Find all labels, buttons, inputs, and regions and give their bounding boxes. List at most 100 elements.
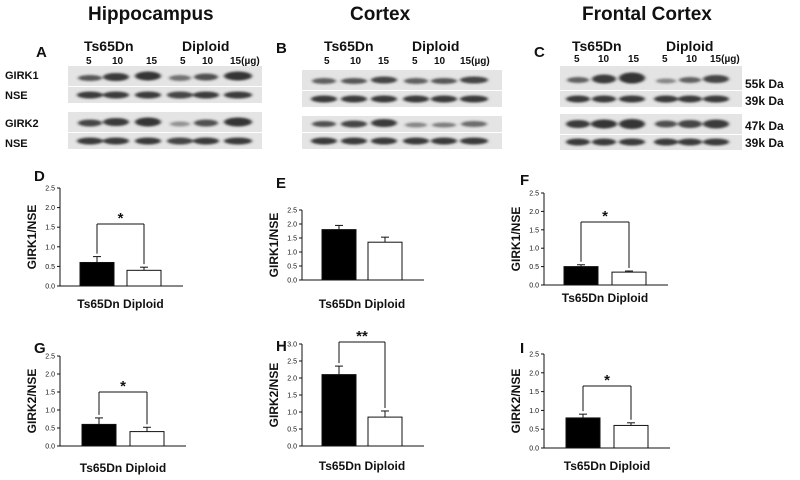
- y-tick-label: 1.5: [287, 236, 297, 243]
- bar-chart-d: 0.0 0.5 1.0 1.5 2.0 2.5 * GIRK1/NSE Ts65Dn Diplo…: [25, 186, 183, 311]
- group-label-diploid-c: Diploid: [666, 38, 714, 54]
- y-axis-label: GIRK1/NSE: [25, 205, 39, 270]
- bar-ts65dn: [79, 261, 115, 287]
- significance-marker: *: [604, 372, 610, 389]
- group-label-ts65dn-c: Ts65Dn: [572, 38, 622, 54]
- y-tick-label: 1.5: [287, 393, 297, 400]
- x-axis-label: Ts65Dn Diploid: [80, 461, 166, 475]
- x-axis-label: Ts65Dn Diploid: [564, 459, 650, 473]
- y-tick-label: 1.5: [45, 390, 55, 397]
- mw-label: 39k Da: [745, 136, 784, 150]
- y-tick-label: 2.5: [529, 191, 539, 198]
- lane-label: 15(µg): [710, 54, 740, 65]
- y-tick-label: 0.0: [45, 444, 55, 451]
- y-tick-label: 0.5: [287, 264, 297, 271]
- significance-marker: *: [118, 210, 124, 227]
- lane-label: 10: [686, 54, 698, 65]
- lane-label: 10: [202, 56, 214, 67]
- lane-label: 10: [434, 56, 446, 67]
- y-axis-label: GIRK2/NSE: [25, 369, 39, 434]
- lane-label: 5: [662, 54, 668, 65]
- y-tick-label: 0.5: [287, 427, 297, 434]
- panel-letter-i: I: [520, 340, 525, 357]
- group-label-ts65dn-a: Ts65Dn: [84, 38, 134, 54]
- bar-diploid: [611, 271, 647, 286]
- panel-letter-g: G: [34, 340, 46, 357]
- y-tick-label: 2.5: [45, 354, 55, 361]
- row-label-girk2: GIRK2: [5, 118, 39, 130]
- y-tick-label: 2.5: [45, 186, 55, 193]
- y-tick-label: 2.0: [287, 376, 297, 383]
- y-tick-label: 1.0: [45, 408, 55, 415]
- bar-ts65dn: [563, 266, 599, 286]
- y-tick-label: 3.0: [287, 342, 297, 349]
- lane-label: 15: [628, 54, 640, 65]
- bar-diploid: [613, 424, 649, 449]
- y-tick-label: 2.0: [529, 370, 539, 377]
- significance-marker: *: [120, 378, 126, 395]
- lane-label: 5: [86, 56, 92, 67]
- bar-ts65dn: [321, 374, 357, 447]
- panel-letter-a: A: [36, 44, 47, 61]
- panel-letter-c: C: [534, 44, 545, 61]
- x-axis-label: Ts65Dn Diploid: [319, 459, 405, 473]
- western-blot-frontal-cortex: [560, 66, 742, 150]
- bar-chart-g: 0.0 0.5 1.0 1.5 2.0 2.5 * GIRK2/NSE Ts65Dn Diplo…: [25, 354, 186, 475]
- panel-letter-b: B: [276, 40, 287, 57]
- region-title-cortex: Cortex: [350, 4, 411, 25]
- y-tick-label: 0.0: [529, 446, 539, 453]
- y-axis-label: GIRK1/NSE: [509, 207, 523, 272]
- y-tick-label: 0.0: [287, 444, 297, 451]
- panel-letter-f: F: [520, 172, 530, 189]
- bar-chart-e: 0.0 0.5 1.0 1.5 2.0 2.5 GIRK1/NSE Ts65Dn Diploi…: [267, 208, 424, 311]
- y-axis-label: GIRK2/NSE: [509, 369, 523, 434]
- bar-ts65dn: [81, 423, 117, 447]
- y-tick-label: 0.0: [45, 284, 55, 291]
- panel-letter-h: H: [276, 338, 287, 355]
- mw-label: 39k Da: [745, 94, 784, 108]
- lane-label: 5: [324, 56, 330, 67]
- lane-label: 15(µg): [460, 56, 490, 67]
- bar-chart-i: 0.0 0.5 1.0 1.5 2.0 2.5 * GIRK2/NSE Ts65Dn Diplo…: [509, 352, 670, 473]
- y-tick-label: 0.5: [529, 264, 539, 271]
- lane-label: 15: [146, 56, 158, 67]
- mw-label: 55k Da: [745, 77, 784, 91]
- lane-label: 10: [598, 54, 610, 65]
- panel-letter-e: E: [276, 175, 287, 192]
- lane-label: 10: [112, 56, 124, 67]
- y-tick-label: 0.0: [529, 283, 539, 290]
- lane-label: 15: [378, 56, 390, 67]
- y-tick-label: 1.5: [529, 227, 539, 234]
- bar-diploid: [129, 431, 165, 447]
- bar-ts65dn: [565, 417, 601, 449]
- y-axis-label: GIRK1/NSE: [267, 213, 281, 278]
- lane-label: 5: [574, 54, 580, 65]
- y-tick-label: 2.5: [529, 352, 539, 359]
- western-blot-cortex: [302, 70, 502, 149]
- row-label-nse: NSE: [5, 90, 28, 102]
- bar-diploid: [126, 269, 162, 287]
- bar-diploid: [367, 241, 403, 281]
- y-tick-label: 2.5: [287, 359, 297, 366]
- significance-marker: **: [356, 328, 368, 345]
- lane-label: 5: [412, 56, 418, 67]
- y-tick-label: 0.5: [45, 264, 55, 271]
- row-label-girk1: GIRK1: [5, 70, 39, 82]
- x-axis-label: Ts65Dn Diploid: [319, 297, 405, 311]
- group-label-diploid-b: Diploid: [412, 38, 460, 54]
- significance-marker: *: [602, 208, 608, 225]
- y-tick-label: 2.0: [529, 209, 539, 216]
- lane-label: 10: [350, 56, 362, 67]
- region-title-frontal-cortex: Frontal Cortex: [582, 4, 712, 25]
- y-tick-label: 1.0: [287, 250, 297, 257]
- y-tick-label: 0.5: [529, 427, 539, 434]
- group-label-ts65dn-b: Ts65Dn: [324, 38, 374, 54]
- y-tick-label: 1.5: [45, 225, 55, 232]
- bar-ts65dn: [321, 229, 357, 281]
- y-tick-label: 1.0: [529, 246, 539, 253]
- y-tick-label: 1.0: [529, 408, 539, 415]
- bar-diploid: [367, 416, 403, 447]
- y-tick-label: 2.5: [287, 208, 297, 215]
- row-label-nse: NSE: [5, 138, 28, 150]
- y-tick-label: 0.0: [287, 278, 297, 285]
